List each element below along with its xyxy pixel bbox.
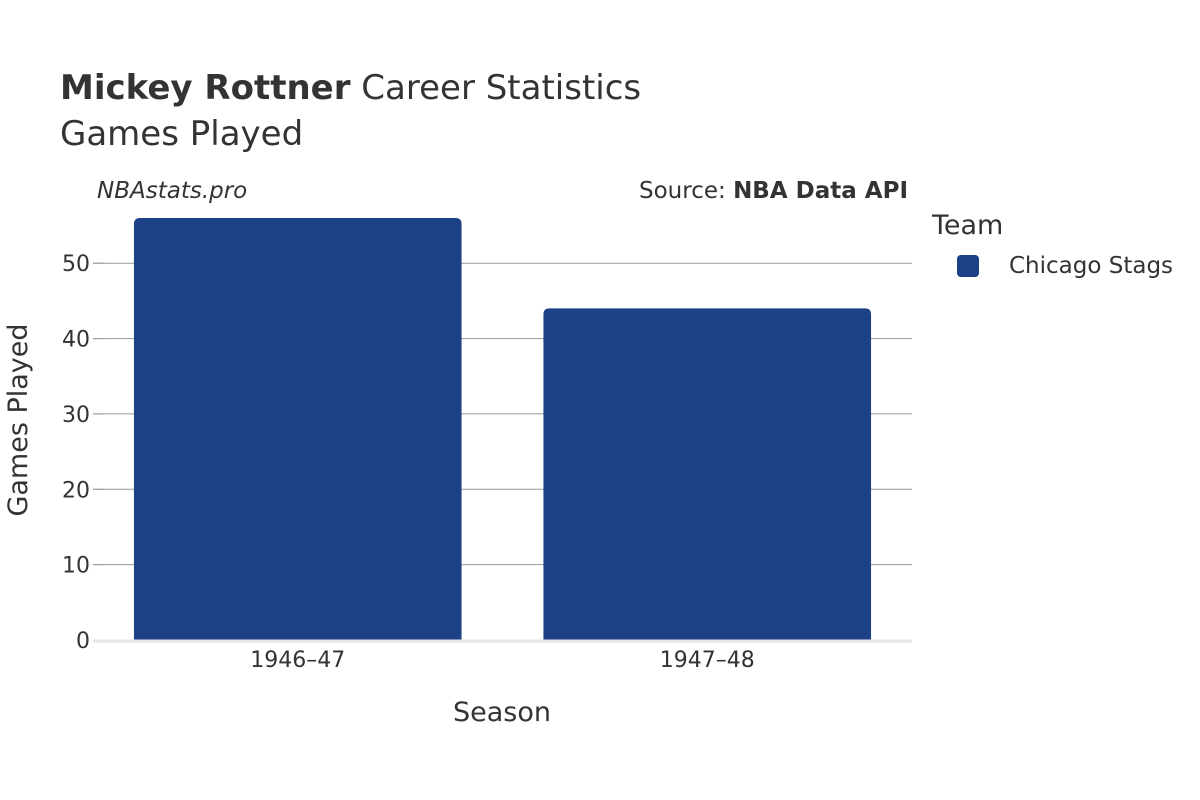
y-tick-label: 0 (76, 629, 90, 654)
y-tick-label: 10 (62, 554, 90, 579)
x-axis-label: Season (453, 697, 551, 728)
legend-label: Chicago Stags (1009, 253, 1174, 279)
chart-title: Mickey Rottner Career Statistics (60, 66, 641, 110)
legend-item-chicago-stags[interactable]: Chicago Stags (957, 252, 1173, 280)
chart-subtitle: Games Played (60, 114, 304, 154)
source-name: NBA Data API (733, 178, 908, 204)
y-tick-label: 50 (62, 252, 90, 277)
y-tick-label: 20 (62, 478, 90, 503)
legend-swatch (957, 255, 979, 277)
bar-1946–47 (133, 218, 462, 640)
source-credit: Source: NBA Data API (639, 178, 908, 204)
x-tick-label: 1946–47 (250, 648, 345, 673)
x-tick-label: 1947–48 (660, 648, 755, 673)
player-name: Mickey Rottner (60, 68, 351, 108)
title-suffix: Career Statistics (361, 68, 642, 108)
y-tick-label: 30 (62, 403, 90, 428)
source-prefix: Source: (639, 178, 726, 204)
legend-title: Team (932, 210, 1004, 241)
y-tick-label: 40 (62, 328, 90, 353)
bar-1947–48 (543, 308, 872, 640)
watermark: NBAstats.pro (97, 178, 248, 204)
y-axis-label: Games Played (3, 323, 34, 516)
